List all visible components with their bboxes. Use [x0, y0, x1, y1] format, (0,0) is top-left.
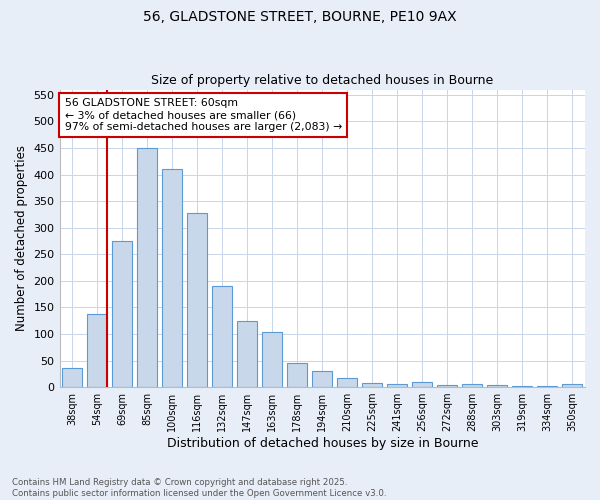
Bar [362, 383, 382, 387]
Y-axis label: Number of detached properties: Number of detached properties [15, 146, 28, 332]
Bar [162, 170, 182, 387]
Bar [538, 386, 557, 387]
Bar [237, 320, 257, 387]
Bar [62, 368, 82, 387]
Title: Size of property relative to detached houses in Bourne: Size of property relative to detached ho… [151, 74, 493, 87]
Bar [87, 314, 107, 387]
Bar [412, 382, 433, 387]
Bar [312, 371, 332, 387]
Bar [437, 385, 457, 387]
Bar [512, 386, 532, 387]
Bar [337, 378, 358, 387]
Bar [388, 384, 407, 387]
Bar [112, 241, 132, 387]
Bar [187, 214, 207, 387]
X-axis label: Distribution of detached houses by size in Bourne: Distribution of detached houses by size … [167, 437, 478, 450]
Bar [562, 384, 583, 387]
Bar [487, 385, 508, 387]
Text: 56, GLADSTONE STREET, BOURNE, PE10 9AX: 56, GLADSTONE STREET, BOURNE, PE10 9AX [143, 10, 457, 24]
Bar [262, 332, 282, 387]
Bar [463, 384, 482, 387]
Bar [137, 148, 157, 387]
Text: Contains HM Land Registry data © Crown copyright and database right 2025.
Contai: Contains HM Land Registry data © Crown c… [12, 478, 386, 498]
Text: 56 GLADSTONE STREET: 60sqm
← 3% of detached houses are smaller (66)
97% of semi-: 56 GLADSTONE STREET: 60sqm ← 3% of detac… [65, 98, 342, 132]
Bar [287, 362, 307, 387]
Bar [212, 286, 232, 387]
